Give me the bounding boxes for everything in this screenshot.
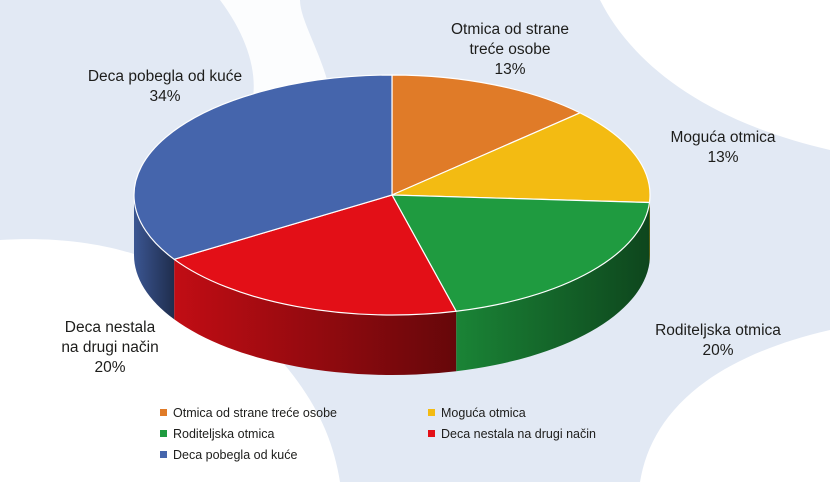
pie-slice-1: [391, 112, 651, 204]
legend-label: Otmica od strane treće osobe: [173, 406, 337, 420]
slice-label-moguca-otmica: Moguća otmica 13%: [670, 129, 776, 166]
legend-item: Deca nestala na drugi način: [428, 425, 596, 443]
legend-label: Roditeljska otmica: [173, 427, 275, 441]
slice-label-deca-pobegla: Deca pobegla od kuće 34%: [87, 68, 243, 105]
legend-label: Moguća otmica: [441, 406, 526, 420]
legend-swatch: [428, 430, 435, 437]
legend-label: Deca pobegla od kuće: [173, 448, 298, 462]
legend-swatch: [160, 409, 167, 416]
legend-label: Deca nestala na drugi način: [441, 427, 596, 441]
pie-side-4: [134, 195, 175, 320]
legend-swatch: [428, 409, 435, 416]
pie-side-3: [174, 259, 457, 375]
legend-item: Roditeljska otmica: [160, 425, 274, 443]
legend-swatch: [160, 430, 167, 437]
pie-slice-4: [133, 74, 393, 260]
pie-slice-2: [391, 194, 651, 312]
legend-item: Otmica od strane treće osobe: [160, 404, 337, 422]
pie-side-1: [649, 195, 650, 263]
pie-slice-0: [391, 74, 581, 196]
slice-label-otmica-trece-osobe: Otmica od strane treće osobe 13%: [450, 21, 570, 78]
pie-side-2: [456, 202, 650, 372]
slice-label-roditeljska-otmica: Roditeljska otmica 20%: [655, 322, 781, 359]
legend-swatch: [160, 451, 167, 458]
slice-label-deca-nestala: Deca nestala na drugi način 20%: [61, 319, 159, 376]
legend-item: Deca pobegla od kuće: [160, 446, 297, 464]
legend-item: Moguća otmica: [428, 404, 526, 422]
pie-slice-3: [173, 194, 457, 316]
